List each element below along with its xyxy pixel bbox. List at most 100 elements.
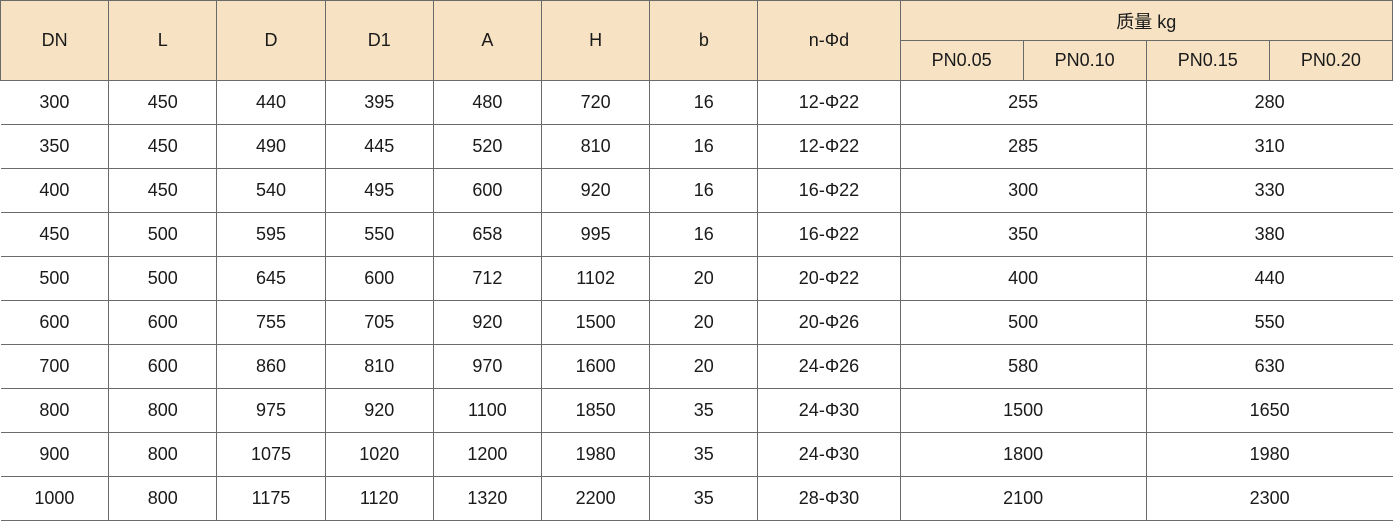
cell: 1175: [217, 477, 325, 521]
col-header-d1: D1: [325, 1, 433, 81]
cell: 450: [109, 81, 217, 125]
cell: 920: [325, 389, 433, 433]
cell: 12-Φ22: [758, 81, 900, 125]
cell: 16-Φ22: [758, 213, 900, 257]
cell: 705: [325, 301, 433, 345]
cell: 1100: [433, 389, 541, 433]
col-header-l: L: [109, 1, 217, 81]
cell: 16: [650, 213, 758, 257]
mass-cell: 630: [1146, 345, 1392, 389]
table-row: 90080010751020120019803524-Φ3018001980: [1, 433, 1393, 477]
table-row: 70060086081097016002024-Φ26580630: [1, 345, 1393, 389]
cell: 540: [217, 169, 325, 213]
col-header-d: D: [217, 1, 325, 81]
table-row: 3504504904455208101612-Φ22285310: [1, 125, 1393, 169]
cell: 970: [433, 345, 541, 389]
cell: 35: [650, 389, 758, 433]
cell: 600: [433, 169, 541, 213]
mass-cell: 310: [1146, 125, 1392, 169]
table-row: 60060075570592015002020-Φ26500550: [1, 301, 1393, 345]
cell: 450: [109, 169, 217, 213]
cell: 1320: [433, 477, 541, 521]
cell: 975: [217, 389, 325, 433]
table-row: 4505005955506589951616-Φ22350380: [1, 213, 1393, 257]
mass-cell: 350: [900, 213, 1146, 257]
spec-table: DN L D D1 A H b n-Φd 质量 kg PN0.05 PN0.10…: [0, 0, 1393, 521]
mass-cell: 1800: [900, 433, 1146, 477]
cell: 860: [217, 345, 325, 389]
cell: 35: [650, 433, 758, 477]
table-row: 3004504403954807201612-Φ22255280: [1, 81, 1393, 125]
cell: 755: [217, 301, 325, 345]
col-header-mass-group: 质量 kg: [900, 1, 1392, 41]
cell: 900: [1, 433, 109, 477]
cell: 520: [433, 125, 541, 169]
cell: 16-Φ22: [758, 169, 900, 213]
cell: 24-Φ26: [758, 345, 900, 389]
cell: 600: [109, 345, 217, 389]
cell: 395: [325, 81, 433, 125]
cell: 920: [433, 301, 541, 345]
table-row: 50050064560071211022020-Φ22400440: [1, 257, 1393, 301]
cell: 720: [542, 81, 650, 125]
cell: 1850: [542, 389, 650, 433]
col-header-pn010: PN0.10: [1023, 41, 1146, 81]
cell: 20: [650, 345, 758, 389]
cell: 600: [325, 257, 433, 301]
mass-cell: 1980: [1146, 433, 1392, 477]
cell: 800: [109, 477, 217, 521]
mass-cell: 330: [1146, 169, 1392, 213]
mass-cell: 300: [900, 169, 1146, 213]
cell: 500: [1, 257, 109, 301]
cell: 350: [1, 125, 109, 169]
cell: 1020: [325, 433, 433, 477]
cell: 600: [1, 301, 109, 345]
cell: 24-Φ30: [758, 433, 900, 477]
mass-cell: 280: [1146, 81, 1392, 125]
mass-cell: 400: [900, 257, 1146, 301]
cell: 800: [1, 389, 109, 433]
table-row: 4004505404956009201616-Φ22300330: [1, 169, 1393, 213]
cell: 2200: [542, 477, 650, 521]
cell: 300: [1, 81, 109, 125]
mass-cell: 2100: [900, 477, 1146, 521]
cell: 595: [217, 213, 325, 257]
cell: 1200: [433, 433, 541, 477]
cell: 995: [542, 213, 650, 257]
cell: 28-Φ30: [758, 477, 900, 521]
cell: 810: [542, 125, 650, 169]
cell: 1000: [1, 477, 109, 521]
cell: 20: [650, 257, 758, 301]
cell: 800: [109, 433, 217, 477]
mass-cell: 380: [1146, 213, 1392, 257]
cell: 400: [1, 169, 109, 213]
col-header-nphi: n-Φd: [758, 1, 900, 81]
cell: 445: [325, 125, 433, 169]
cell: 24-Φ30: [758, 389, 900, 433]
mass-cell: 255: [900, 81, 1146, 125]
cell: 35: [650, 477, 758, 521]
cell: 440: [217, 81, 325, 125]
mass-cell: 580: [900, 345, 1146, 389]
col-header-pn015: PN0.15: [1146, 41, 1269, 81]
cell: 20-Φ22: [758, 257, 900, 301]
mass-cell: 500: [900, 301, 1146, 345]
cell: 500: [109, 213, 217, 257]
cell: 800: [109, 389, 217, 433]
cell: 450: [109, 125, 217, 169]
cell: 810: [325, 345, 433, 389]
col-header-a: A: [433, 1, 541, 81]
mass-cell: 285: [900, 125, 1146, 169]
cell: 600: [109, 301, 217, 345]
cell: 500: [109, 257, 217, 301]
table-row: 100080011751120132022003528-Φ3021002300: [1, 477, 1393, 521]
cell: 16: [650, 81, 758, 125]
cell: 658: [433, 213, 541, 257]
mass-cell: 2300: [1146, 477, 1392, 521]
cell: 1600: [542, 345, 650, 389]
cell: 1120: [325, 477, 433, 521]
cell: 450: [1, 213, 109, 257]
cell: 495: [325, 169, 433, 213]
cell: 16: [650, 169, 758, 213]
mass-cell: 550: [1146, 301, 1392, 345]
